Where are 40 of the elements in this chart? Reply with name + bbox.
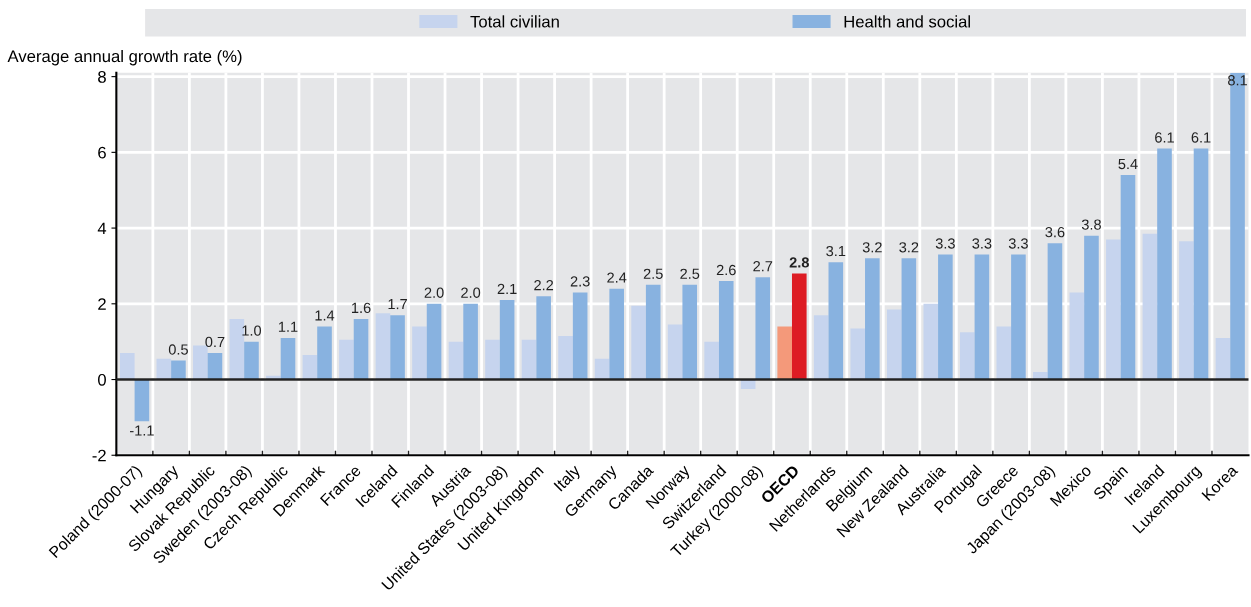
data-label: 6.1 <box>1191 132 1211 143</box>
data-label: 3.3 <box>972 238 992 249</box>
data-label: 3.2 <box>899 242 919 253</box>
data-label: 0.5 <box>168 344 188 355</box>
data-label: 2.0 <box>461 287 481 298</box>
data-label: 2.8 <box>789 257 809 268</box>
data-label: 0.7 <box>205 336 225 348</box>
legend-label: Health and social <box>844 15 970 28</box>
data-label: 3.1 <box>826 245 846 257</box>
y-tick-label: 0 <box>98 373 106 386</box>
y-tick-label: 2 <box>98 298 106 310</box>
data-label: 2.2 <box>534 279 554 291</box>
data-label: 1.4 <box>315 310 335 321</box>
data-label: 1.1 <box>278 321 298 332</box>
data-label: 3.8 <box>1081 219 1101 230</box>
data-label: 8.1 <box>1228 75 1247 86</box>
y-tick-label: 6 <box>98 146 106 159</box>
data-label: 2.4 <box>607 272 627 283</box>
data-label: 2.0 <box>424 287 444 298</box>
legend-label: Total civilian <box>470 15 559 28</box>
y-tick-label: 8 <box>98 71 106 83</box>
data-label: -1.1 <box>129 425 154 436</box>
data-label: 2.7 <box>753 261 773 272</box>
data-label: 3.6 <box>1045 226 1065 238</box>
y-axis-title: Average annual growth rate (%) <box>7 49 242 66</box>
data-label: 5.4 <box>1118 158 1138 170</box>
data-label: 3.2 <box>862 242 882 253</box>
y-tick-label: -2 <box>92 449 106 462</box>
data-label: 1.7 <box>388 299 407 310</box>
data-label: 2.1 <box>497 283 517 294</box>
data-label: 2.3 <box>570 276 590 287</box>
data-label: 1.6 <box>352 302 371 314</box>
data-label: 3.3 <box>935 238 955 249</box>
data-label: 2.5 <box>680 268 700 279</box>
data-label: 6.1 <box>1155 132 1174 143</box>
data-label: 2.6 <box>716 264 736 276</box>
y-tick-label: 4 <box>97 222 107 235</box>
data-label: 1.0 <box>242 325 262 336</box>
data-label: 2.5 <box>643 268 663 279</box>
data-label: 3.3 <box>1008 238 1028 249</box>
